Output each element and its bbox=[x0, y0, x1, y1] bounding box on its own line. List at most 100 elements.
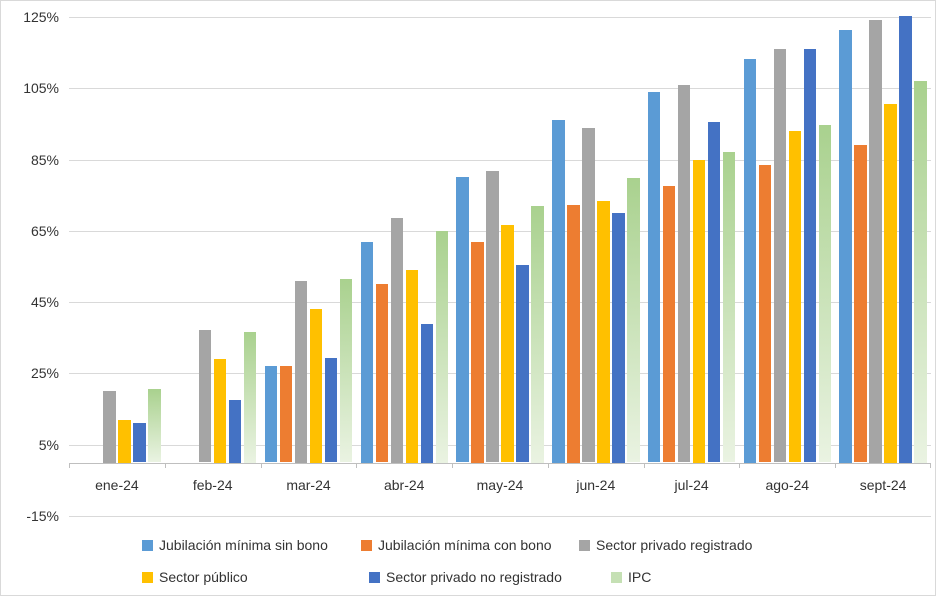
bar-sept-24-series-1 bbox=[854, 145, 867, 463]
bar-abr-24-series-2 bbox=[390, 218, 403, 463]
legend-item-jubilacion-minima-sin-bono: Jubilación mínima sin bono bbox=[142, 537, 328, 553]
legend-swatch-jubilacion-minima-sin-bono bbox=[142, 539, 153, 551]
y-axis-tick-label: -15% bbox=[26, 508, 59, 524]
legend-item-sector-publico: Sector público bbox=[142, 569, 248, 585]
bar-jun-24-series-2 bbox=[582, 128, 595, 463]
bar-mar-24-series-0 bbox=[264, 366, 278, 463]
x-axis-tick bbox=[644, 462, 645, 468]
bar-ene-24-series-3 bbox=[118, 419, 131, 463]
bar-jun-24-series-5 bbox=[627, 178, 640, 463]
y-axis-tick-label: 85% bbox=[30, 151, 59, 168]
bar-abr-24-series-1 bbox=[375, 284, 388, 463]
legend-item-sector-privado-no-registrado: Sector privado no registrado bbox=[369, 569, 562, 585]
x-axis-line bbox=[69, 462, 931, 464]
legend-label: Sector privado registrado bbox=[596, 537, 753, 553]
bar-jul-24-series-1 bbox=[662, 186, 676, 463]
legend-item-sector-privado-registrado: Sector privado registrado bbox=[579, 537, 752, 553]
bar-may-24-series-0 bbox=[456, 177, 469, 463]
bar-ene-24-series-2 bbox=[103, 391, 116, 463]
bar-sept-24-series-3 bbox=[884, 104, 897, 463]
x-axis-category-label: mar-24 bbox=[286, 477, 331, 493]
legend-swatch-sector-publico bbox=[142, 571, 153, 583]
gridline-45% bbox=[69, 302, 931, 304]
bar-may-24-series-2 bbox=[486, 171, 499, 463]
x-axis-tick bbox=[356, 462, 357, 468]
x-axis-category-label: ago-24 bbox=[765, 477, 810, 493]
bar-ago-24-series-5 bbox=[818, 124, 832, 463]
bar-may-24-series-1 bbox=[471, 241, 484, 463]
y-axis-tick-label: 65% bbox=[30, 222, 59, 239]
legend-swatch-jubilacion-minima-con-bono bbox=[361, 539, 372, 551]
bar-jun-24-series-3 bbox=[597, 201, 610, 463]
y-axis-tick-label: 125% bbox=[23, 9, 59, 25]
bar-sept-24-series-5 bbox=[914, 81, 927, 463]
bar-jul-24-series-5 bbox=[722, 152, 736, 463]
legend-label: Sector privado no registrado bbox=[386, 569, 562, 585]
x-axis-tick bbox=[261, 462, 262, 468]
bar-feb-24-series-4 bbox=[228, 400, 242, 463]
bar-jul-24-series-4 bbox=[707, 122, 721, 463]
x-axis-tick bbox=[548, 462, 549, 468]
bar-may-24-series-5 bbox=[531, 206, 544, 463]
bar-ene-24-series-4 bbox=[133, 423, 146, 463]
legend-item-ipc: IPC bbox=[611, 569, 651, 585]
legend-label: Jubilación mínima con bono bbox=[378, 537, 552, 553]
x-axis-tick bbox=[69, 462, 70, 468]
bar-jul-24-series-3 bbox=[692, 159, 706, 463]
bar-abr-24-series-4 bbox=[420, 323, 433, 463]
bar-sept-24-series-4 bbox=[899, 16, 912, 463]
bar-jul-24-series-2 bbox=[677, 84, 691, 463]
bar-feb-24-series-3 bbox=[213, 359, 227, 463]
legend-swatch-sector-privado-no-registrado bbox=[369, 571, 380, 583]
bar-ago-24-series-3 bbox=[788, 130, 802, 463]
bar-jun-24-series-1 bbox=[567, 204, 580, 463]
x-axis-tick bbox=[739, 462, 740, 468]
x-axis-category-label: may-24 bbox=[476, 477, 524, 493]
x-axis-category-label: abr-24 bbox=[383, 477, 425, 493]
legend-label: IPC bbox=[628, 569, 652, 585]
gridline-5% bbox=[69, 444, 931, 446]
bar-sept-24-series-2 bbox=[869, 19, 882, 463]
bar-feb-24-series-5 bbox=[243, 332, 257, 463]
gridline-105% bbox=[69, 88, 931, 90]
bar-mar-24-series-1 bbox=[279, 365, 293, 463]
gridline-125% bbox=[69, 17, 931, 18]
y-axis-tick-label: 45% bbox=[30, 294, 59, 311]
bar-ago-24-series-4 bbox=[803, 49, 817, 463]
bar-jun-24-series-0 bbox=[552, 120, 565, 463]
bar-ago-24-series-0 bbox=[743, 59, 757, 463]
x-axis-category-label: ene-24 bbox=[95, 477, 139, 493]
bar-mar-24-series-3 bbox=[309, 308, 323, 463]
legend-swatch-ipc bbox=[611, 571, 622, 583]
bar-ene-24-series-5 bbox=[148, 389, 161, 463]
bar-mar-24-series-4 bbox=[324, 357, 338, 463]
bar-mar-24-series-2 bbox=[294, 280, 308, 463]
bar-jun-24-series-4 bbox=[612, 213, 625, 463]
legend-item-jubilacion-minima-con-bono: Jubilación mínima con bono bbox=[361, 537, 552, 553]
legend-label: Sector público bbox=[159, 569, 248, 585]
bar-ago-24-series-2 bbox=[773, 48, 787, 463]
bar-abr-24-series-5 bbox=[435, 230, 448, 463]
gridline-25% bbox=[69, 373, 931, 375]
y-axis-tick-label: 25% bbox=[30, 365, 59, 382]
bar-mar-24-series-5 bbox=[339, 278, 353, 463]
bar-abr-24-series-3 bbox=[405, 270, 418, 463]
legend-swatch-sector-privado-registrado bbox=[579, 539, 590, 551]
x-axis-category-label: feb-24 bbox=[192, 477, 233, 493]
y-axis-tick-label: 105% bbox=[23, 80, 59, 97]
gridline-65% bbox=[69, 230, 931, 232]
x-axis-category-label: jun-24 bbox=[576, 477, 616, 493]
bar-jul-24-series-0 bbox=[647, 92, 661, 463]
bar-sept-24-series-0 bbox=[839, 29, 852, 463]
y-axis-tick-label: 5% bbox=[38, 436, 59, 453]
gridline-85% bbox=[69, 159, 931, 161]
bar-abr-24-series-0 bbox=[360, 241, 373, 463]
x-axis-tick bbox=[835, 462, 836, 468]
x-axis-tick bbox=[930, 462, 931, 468]
gridline--15% bbox=[69, 516, 931, 517]
plot-area bbox=[69, 16, 931, 517]
x-axis-category-label: jul-24 bbox=[674, 477, 709, 493]
legend-label: Jubilación mínima sin bono bbox=[159, 537, 328, 553]
bar-feb-24-series-2 bbox=[198, 329, 212, 463]
